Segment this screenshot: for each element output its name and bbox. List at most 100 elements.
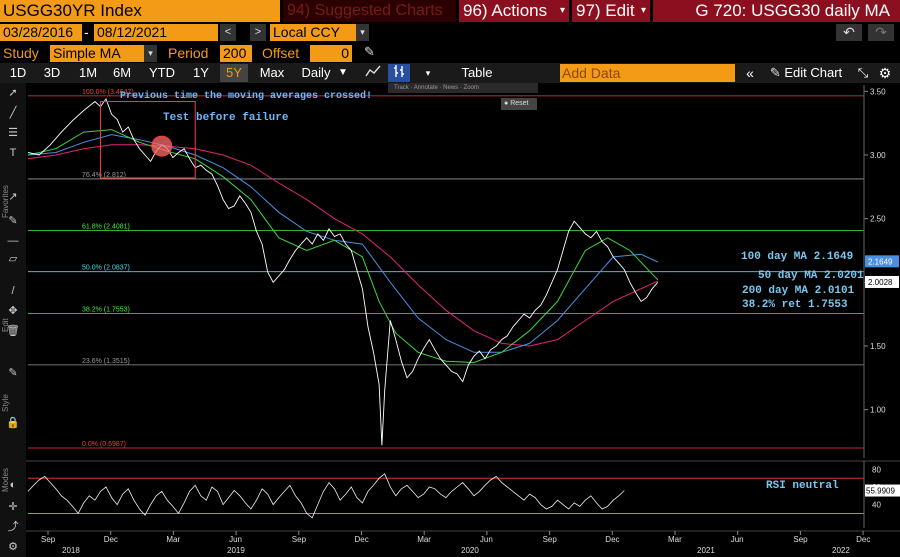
currency-select[interactable]: Local CCY (270, 24, 356, 41)
fib-label: 38.2% (1.7553) (82, 306, 130, 313)
x-month-label: Dec (104, 535, 118, 544)
end-date-input[interactable]: 08/12/2021 (94, 24, 218, 41)
y-tick-label: 3.00 (870, 151, 886, 160)
channel-icon[interactable]: ▱ (8, 253, 18, 265)
horizontal-line-icon[interactable]: — (7, 235, 19, 247)
edit-chart-label: Edit Chart (784, 65, 843, 80)
offset-label: Offset (262, 45, 300, 61)
y-tick-label: 3.50 (870, 87, 886, 96)
x-month-label: Mar (417, 535, 431, 544)
annotation-test: Test before failure (163, 112, 289, 124)
chart-type-dropdown-icon[interactable]: ▾ (425, 68, 431, 78)
range-6m-button[interactable]: 6M (112, 65, 132, 80)
edit-button[interactable]: 97) Edit ▾ (572, 0, 650, 22)
study-select[interactable]: Simple MA (50, 45, 144, 62)
range-ytd-button[interactable]: YTD (149, 65, 175, 80)
offset-input[interactable]: 0 (310, 45, 352, 62)
move-icon[interactable]: ✥ (8, 305, 18, 317)
reset-button[interactable]: ● Reset (501, 98, 537, 110)
currency-dropdown-icon[interactable]: ▾ (356, 24, 369, 41)
text-icon[interactable]: T (9, 147, 17, 159)
rsi-tick-label: 40 (872, 501, 881, 510)
x-month-label: Sep (543, 535, 558, 544)
actions-label: 96) Actions (463, 1, 548, 20)
y-tick-label: 1.00 (870, 406, 886, 415)
frequency-select[interactable]: Daily (301, 65, 331, 80)
annotation-ma50: 50 day MA 2.0201 (758, 270, 864, 282)
annotation-ma100: 100 day MA 2.1649 (741, 251, 854, 263)
range-1m-button[interactable]: 1M (78, 65, 98, 80)
x-year-label: 2020 (461, 546, 479, 555)
ma50-line (27, 129, 659, 364)
bar-chart-icon[interactable] (388, 64, 410, 82)
arrow-icon[interactable]: ↗ (8, 191, 18, 203)
favorites-label: Favorites (1, 185, 10, 218)
prev-period-button[interactable]: < (220, 24, 236, 41)
trendline-icon[interactable]: ╱ (9, 107, 17, 119)
range-1d-button[interactable]: 1D (9, 65, 27, 80)
undo-icon[interactable]: ↶ (836, 24, 862, 41)
range-max-button[interactable]: Max (259, 65, 285, 80)
crossover-box (99, 101, 196, 179)
range-3d-button[interactable]: 3D (43, 65, 61, 80)
range-1y-button[interactable]: 1Y (193, 65, 209, 80)
mode-share-icon[interactable]: ⤴ (7, 521, 19, 533)
ticker-field[interactable]: USGG30YR Index (0, 0, 280, 22)
period-input[interactable]: 200 (220, 45, 252, 62)
x-month-label: Dec (856, 535, 870, 544)
fibonacci-icon[interactable]: ☰ (8, 127, 18, 139)
delete-icon[interactable]: 🗑 (6, 325, 20, 337)
suggested-charts-button[interactable]: 94) Suggested Charts (283, 0, 456, 22)
last-value-flag (865, 255, 899, 268)
line-chart-icon[interactable] (362, 64, 384, 82)
gear-icon[interactable]: ⚙ (878, 65, 892, 81)
fib-label: 23.6% (1.3515) (82, 358, 130, 365)
test-circle (151, 135, 173, 157)
pen-icon[interactable]: ✎ (8, 215, 18, 227)
mode-icon[interactable]: ◐ (9, 479, 17, 491)
brush-icon[interactable]: / (11, 285, 15, 297)
chart-axes: 3.503.002.502.001.501.002.16492.0028SepD… (26, 85, 900, 555)
pencil-icon: ✎ (769, 65, 785, 80)
mode-settings-icon[interactable]: ⚙ (8, 541, 18, 553)
frequency-dropdown-icon[interactable]: ▼ (338, 67, 348, 78)
rsi-background (26, 461, 900, 529)
mode-pointer-icon[interactable]: ✛ (8, 501, 18, 513)
collapse-left-icon[interactable]: « (746, 65, 754, 81)
study-dropdown-icon[interactable]: ▾ (144, 45, 157, 62)
redo-icon[interactable]: ↷ (868, 24, 894, 41)
menu-news[interactable]: News (443, 85, 459, 91)
x-month-label: Mar (166, 535, 180, 544)
x-month-label: Mar (668, 535, 682, 544)
date-separator: - (84, 24, 89, 40)
x-year-label: 2021 (697, 546, 715, 555)
menu-zoom[interactable]: Zoom (463, 85, 479, 91)
add-data-input[interactable]: Add Data (560, 64, 735, 82)
annotation-retracement: 38.2% ret 1.7553 (742, 299, 848, 311)
annotation-rsi: RSI neutral (766, 480, 839, 492)
zoom-icon[interactable]: ⤡ (857, 65, 869, 80)
style-label: Style (1, 394, 10, 412)
ma200-line (27, 144, 659, 347)
next-period-button[interactable]: > (250, 24, 266, 41)
actions-button[interactable]: 96) Actions ▾ (459, 0, 569, 22)
range-5y-button[interactable]: 5Y (220, 64, 248, 82)
cursor-icon[interactable]: ➚ (8, 87, 18, 99)
rsi-last-label: 55.9909 (866, 487, 895, 496)
edit-chart-button[interactable]: ✎ Edit Chart (765, 64, 847, 82)
annotation-ma200: 200 day MA 2.0101 (742, 285, 855, 297)
last-value-label: 2.1649 (868, 257, 893, 266)
chart-canvas[interactable]: 100.0% (3.4647) 76.4% (2.812) 61.8% (2.408… (26, 83, 900, 557)
pencil-icon[interactable]: ✎ (364, 44, 375, 59)
table-button[interactable]: Table (461, 65, 493, 80)
menu-track[interactable]: Track (394, 85, 409, 91)
x-month-label: Dec (605, 535, 619, 544)
rsi-tick-label: 80 (872, 465, 881, 474)
start-date-input[interactable]: 03/28/2016 (0, 24, 82, 41)
menu-annotate[interactable]: Annotate (413, 85, 438, 91)
chart-menu-strip: Track · Annotate · News · Zoom (388, 83, 538, 93)
dropdown-arrow-icon: ▾ (640, 5, 646, 16)
lock-icon[interactable]: 🔒 (6, 417, 20, 429)
drawing-toolbar (0, 83, 26, 557)
style-pen-icon[interactable]: ✎ (8, 367, 18, 379)
